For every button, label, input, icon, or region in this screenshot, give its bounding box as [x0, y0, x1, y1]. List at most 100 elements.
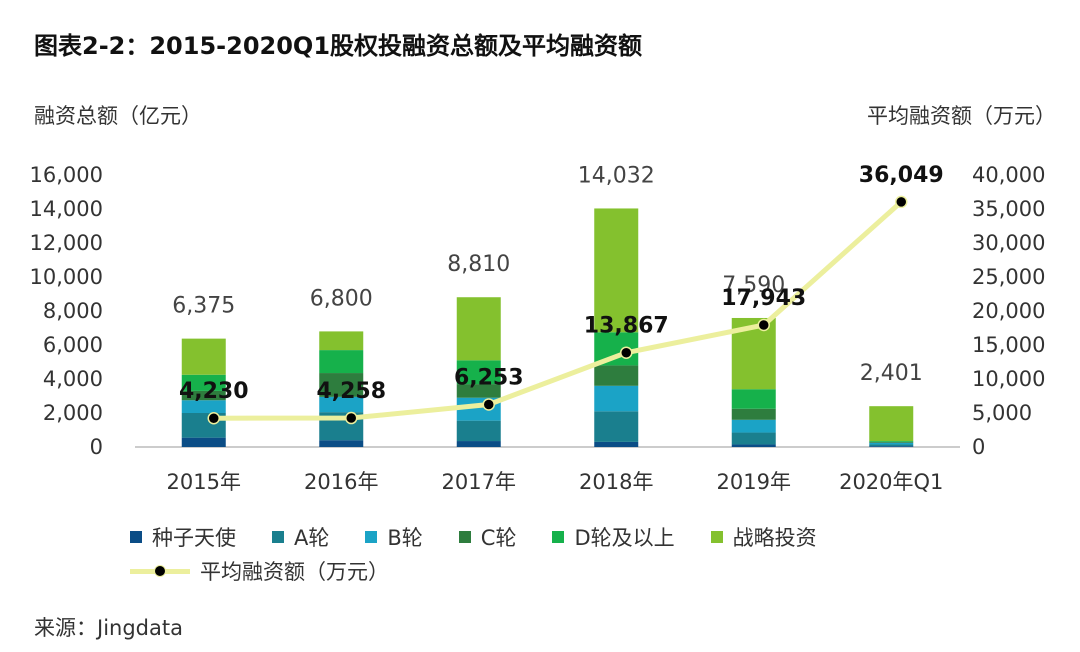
bar-total-label: 14,032 — [578, 163, 655, 188]
legend-swatch-a-round — [272, 531, 284, 543]
legend-item-b-round: B轮 — [365, 522, 423, 552]
y-right-tick-label: 0 — [972, 435, 985, 459]
bar-segment-strategic — [594, 208, 639, 333]
avg-value-label: 4,230 — [179, 379, 249, 404]
avg-value-label: 6,253 — [454, 365, 524, 390]
bar-total-label: 6,375 — [172, 294, 235, 319]
source-note: 来源：Jingdata — [34, 616, 183, 640]
bar-segment-b-round — [319, 396, 364, 413]
bar-segment-d-round — [319, 350, 364, 374]
y-left-tick-label: 10,000 — [30, 265, 103, 289]
y-left-tick-label: 0 — [90, 435, 103, 459]
bar-segment-c-round — [594, 365, 639, 386]
legend-label-avg: 平均融资额（万元） — [200, 560, 389, 584]
legend: 种子天使 A轮 B轮 C轮 D轮及以上 战略投资 平均融资额（万元） — [130, 520, 970, 588]
avg-value-label: 13,867 — [584, 314, 669, 339]
bar-segment-d-round — [456, 360, 501, 385]
bar-segment-c-round — [456, 384, 501, 398]
bar-segment-b-round — [594, 385, 639, 412]
bar-segment-seed — [869, 446, 914, 447]
avg-value-label: 4,258 — [316, 379, 386, 404]
bar-segment-c-round — [869, 441, 914, 443]
legend-swatch-b-round — [365, 531, 378, 543]
y-right-tick-label: 25,000 — [972, 265, 1045, 289]
bar-segment-seed — [181, 437, 226, 447]
bar-segment-b-round — [731, 419, 776, 433]
bar-segment-seed — [594, 441, 639, 447]
y-left-tick-label: 12,000 — [30, 231, 103, 255]
y-left-tick-label: 4,000 — [43, 367, 103, 391]
legend-swatch-seed — [130, 531, 142, 543]
y-right-tick-label: 10,000 — [972, 367, 1045, 391]
x-category-label: 2018年 — [579, 470, 653, 494]
bar-segment-b-round — [181, 400, 226, 413]
y-right-tick-label: 40,000 — [972, 163, 1045, 187]
legend-item-d-round: D轮及以上 — [552, 522, 675, 552]
x-category-label: 2019年 — [717, 470, 791, 494]
legend-swatch-c-round — [458, 531, 471, 543]
x-category-label: 2015年 — [167, 470, 241, 494]
avg-line — [213, 200, 903, 421]
legend-item-seed: 种子天使 — [130, 522, 236, 552]
y-right-tick-label: 20,000 — [972, 299, 1045, 323]
bar-segment-seed — [456, 441, 501, 447]
x-category-label: 2017年 — [442, 470, 516, 494]
x-category-label: 2020年Q1 — [839, 470, 943, 494]
y-right-tick-label: 35,000 — [972, 197, 1045, 221]
avg-point — [757, 318, 770, 332]
avg-point — [207, 411, 220, 425]
y-left-tick-label: 8,000 — [43, 299, 103, 323]
y-left-tick-label: 16,000 — [30, 163, 103, 187]
y-right-tick-label: 30,000 — [972, 231, 1045, 255]
bar-segment-c-round — [319, 373, 364, 397]
bar-segment-a-round — [869, 444, 914, 447]
legend-item-c-round: C轮 — [458, 522, 517, 552]
bar-segment-a-round — [731, 432, 776, 445]
y-left-tick-label: 2,000 — [43, 401, 103, 425]
bar-segment-c-round — [181, 390, 226, 401]
right-axis-title: 平均融资额（万元） — [867, 104, 1056, 128]
legend-label-a-round: A轮 — [294, 526, 330, 550]
legend-item-avg: 平均融资额（万元） — [130, 556, 389, 586]
bar-segment-strategic — [181, 338, 226, 375]
y-left-tick-label: 14,000 — [30, 197, 103, 221]
legend-label-seed: 种子天使 — [152, 526, 236, 550]
bar-segment-seed — [731, 444, 776, 447]
bar-segment-a-round — [456, 420, 501, 442]
avg-value-label: 36,049 — [859, 163, 944, 188]
bar-segment-c-round — [731, 408, 776, 420]
x-category-label: 2016年 — [304, 470, 378, 494]
legend-label-c-round: C轮 — [480, 526, 517, 550]
avg-value-label: 17,943 — [721, 286, 806, 311]
legend-label-d-round: D轮及以上 — [574, 526, 675, 550]
y-right-tick-label: 5,000 — [972, 401, 1032, 425]
legend-line-key-icon — [130, 565, 190, 577]
legend-item-a-round: A轮 — [272, 522, 329, 552]
legend-item-strategic: 战略投资 — [710, 522, 817, 552]
bar-segment-strategic — [869, 406, 914, 442]
legend-swatch-strategic — [710, 531, 723, 543]
left-axis-title: 融资总额（亿元） — [34, 104, 202, 128]
bar-segment-d-round — [731, 389, 776, 409]
bar-segment-a-round — [594, 411, 639, 442]
avg-point — [620, 346, 633, 359]
bar-segment-strategic — [319, 331, 364, 351]
avg-point — [482, 398, 495, 411]
y-left-tick-label: 6,000 — [43, 333, 103, 357]
bar-total-label: 2,401 — [860, 361, 923, 386]
avg-point — [345, 411, 358, 425]
legend-label-strategic: 战略投资 — [732, 526, 817, 550]
bar-segment-seed — [319, 440, 364, 447]
bar-total-label: 7,590 — [722, 273, 785, 298]
bar-segment-b-round — [869, 442, 914, 445]
avg-point — [895, 195, 908, 209]
legend-swatch-d-round — [552, 531, 565, 543]
chart-title: 图表2-2：2015-2020Q1股权投融资总额及平均融资额 — [34, 32, 643, 60]
bar-segment-strategic — [456, 297, 501, 361]
bar-total-label: 8,810 — [447, 252, 510, 277]
y-right-tick-label: 15,000 — [972, 333, 1045, 357]
legend-label-b-round: B轮 — [387, 526, 423, 550]
bar-segment-d-round — [869, 441, 914, 442]
bar-segment-d-round — [181, 374, 226, 391]
